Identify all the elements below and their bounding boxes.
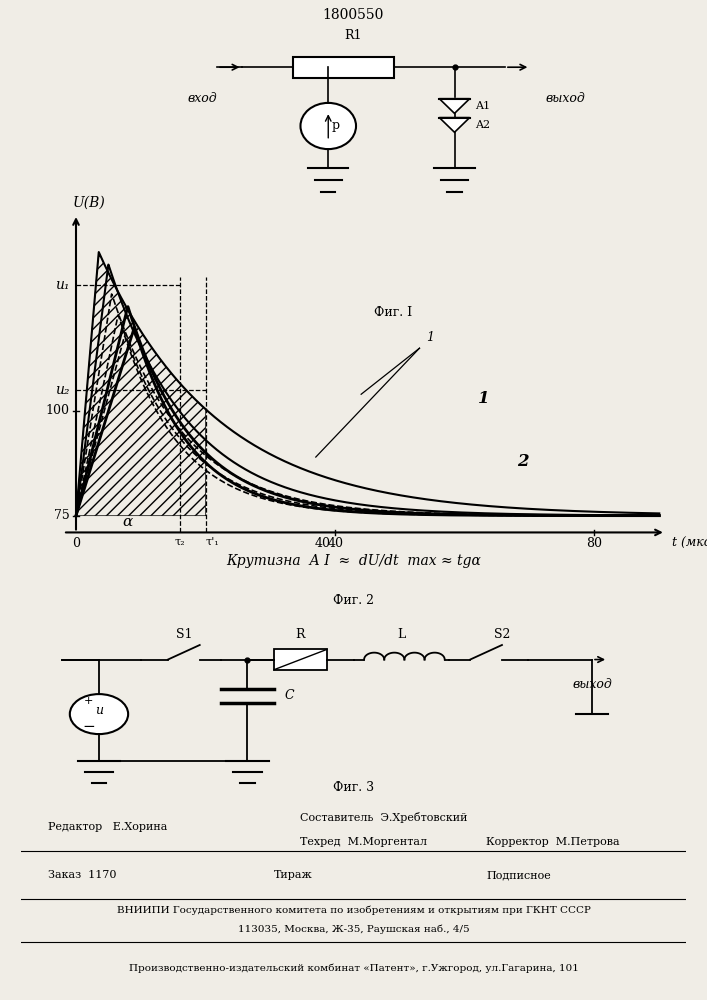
Text: R1: R1: [345, 29, 362, 42]
Text: R: R: [296, 628, 305, 641]
Text: Составитель  Э.Хребтовский: Составитель Э.Хребтовский: [300, 812, 468, 823]
FancyBboxPatch shape: [293, 57, 394, 78]
Text: ВНИИПИ Государственного комитета по изобретениям и открытиям при ГКНТ СССР: ВНИИПИ Государственного комитета по изоб…: [117, 906, 590, 915]
Text: 40: 40: [315, 537, 330, 550]
Text: 1: 1: [478, 390, 489, 407]
Text: Заказ  1170: Заказ 1170: [48, 870, 116, 880]
Text: выход: выход: [545, 92, 585, 105]
Text: Крутизна  А I  ≈  dU/dt  max ≈ tgα: Крутизна А I ≈ dU/dt max ≈ tgα: [226, 554, 481, 568]
Text: 80: 80: [587, 537, 602, 550]
Text: +: +: [83, 696, 93, 706]
Text: S2: S2: [493, 628, 510, 641]
Text: Редактор   Е.Хорина: Редактор Е.Хорина: [48, 822, 167, 832]
Text: τ₂: τ₂: [175, 537, 185, 547]
Text: 0: 0: [72, 537, 80, 550]
Text: 40: 40: [327, 537, 343, 550]
Polygon shape: [439, 118, 469, 132]
Text: A1: A1: [474, 101, 490, 111]
Text: Тираж: Тираж: [274, 870, 312, 880]
Text: Подписное: Подписное: [486, 870, 551, 880]
Text: L: L: [397, 628, 405, 641]
Text: 1: 1: [426, 331, 434, 344]
Text: вход: вход: [187, 92, 217, 105]
Text: 1800550: 1800550: [323, 8, 384, 22]
Text: Фиг. 2: Фиг. 2: [333, 594, 374, 607]
Text: C: C: [285, 689, 294, 702]
Text: 2: 2: [517, 453, 528, 470]
Text: выход: выход: [572, 678, 612, 691]
Text: Производственно-издательский комбинат «Патент», г.Ужгород, ул.Гагарина, 101: Производственно-издательский комбинат «П…: [129, 963, 578, 973]
Text: S1: S1: [175, 628, 192, 641]
Circle shape: [70, 694, 128, 734]
Circle shape: [300, 103, 356, 149]
Polygon shape: [439, 99, 469, 113]
Text: t (мкс): t (мкс): [672, 537, 707, 550]
Text: A2: A2: [474, 120, 490, 130]
Text: Корректор  М.Петрова: Корректор М.Петрова: [486, 837, 620, 847]
Text: Фиг. I: Фиг. I: [374, 306, 412, 319]
Text: 113035, Москва, Ж-35, Раушская наб., 4/5: 113035, Москва, Ж-35, Раушская наб., 4/5: [238, 924, 469, 934]
Text: u₂: u₂: [55, 383, 69, 397]
Text: р: р: [332, 119, 340, 132]
Text: u: u: [95, 704, 103, 717]
Text: τ'₁: τ'₁: [205, 537, 219, 547]
Text: 75: 75: [54, 509, 69, 522]
Text: −: −: [82, 720, 95, 734]
Text: u₁: u₁: [55, 278, 69, 292]
Text: 100: 100: [45, 404, 69, 418]
Text: Фиг. 3: Фиг. 3: [333, 781, 374, 794]
FancyBboxPatch shape: [274, 649, 327, 670]
Text: U(B): U(B): [73, 196, 105, 210]
Text: α: α: [123, 515, 133, 529]
Text: Техред  М.Моргентал: Техред М.Моргентал: [300, 837, 427, 847]
